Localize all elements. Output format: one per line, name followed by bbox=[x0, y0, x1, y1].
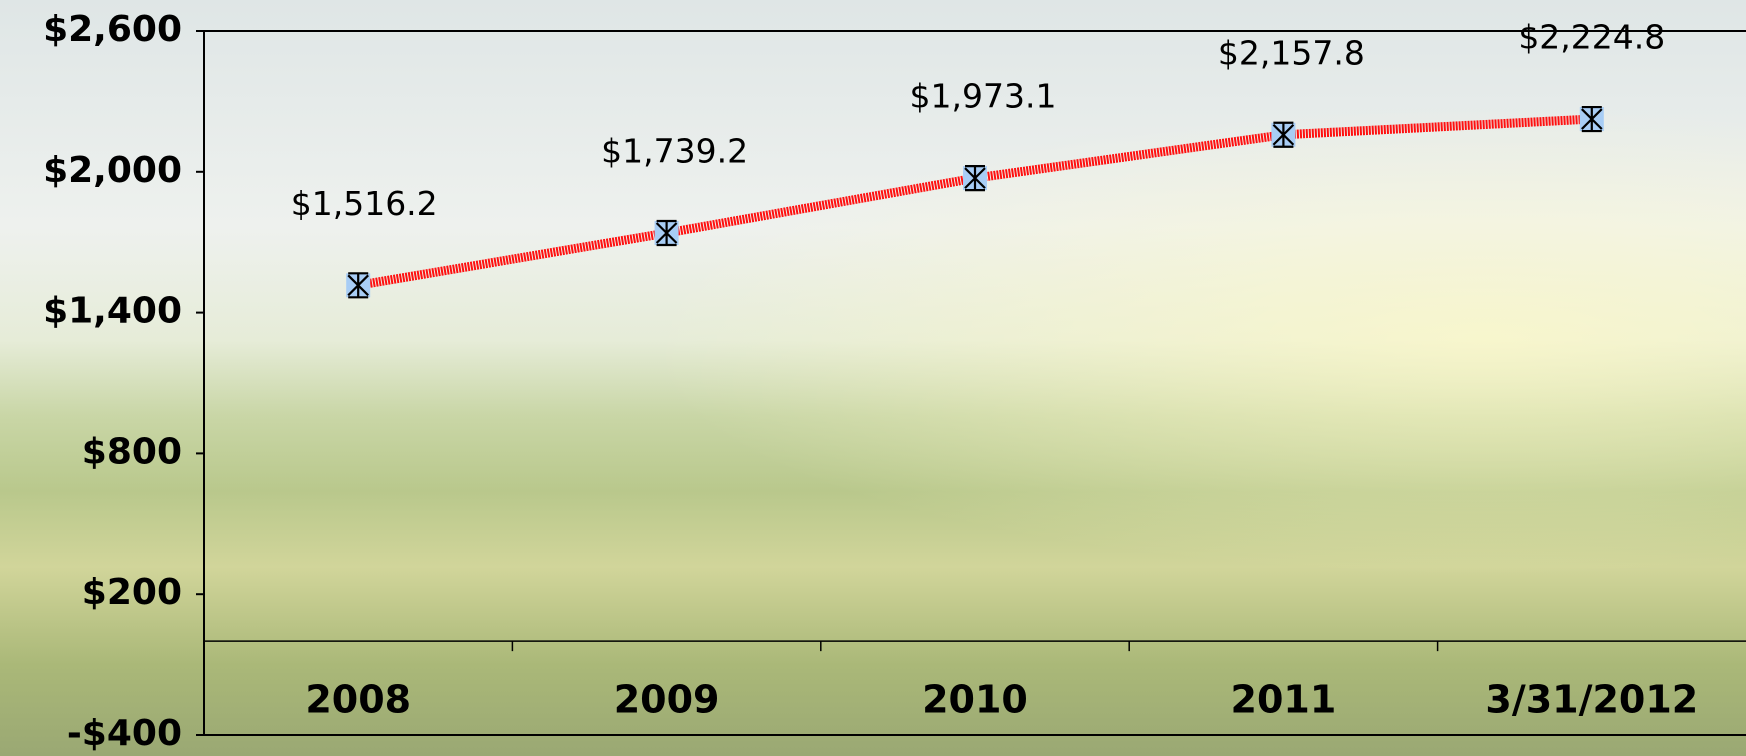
x-tick-label: 2011 bbox=[1231, 678, 1337, 722]
marker bbox=[346, 273, 370, 297]
marker bbox=[963, 166, 987, 190]
marker bbox=[1271, 123, 1295, 147]
x-tick-label: 2009 bbox=[614, 678, 720, 722]
chart: -$400 $200 $800 $1,400 $2,000 $2,600 2008 2009 2… bbox=[0, 0, 1746, 756]
x-tick-label: 2008 bbox=[305, 678, 411, 722]
data-label: $1,739.2 bbox=[601, 132, 748, 171]
x-tick-label: 3/31/2012 bbox=[1485, 678, 1698, 722]
marker bbox=[655, 221, 679, 245]
y-tick-label: $1,400 bbox=[43, 291, 182, 332]
data-label: $2,224.8 bbox=[1518, 18, 1665, 57]
series-line bbox=[358, 119, 1592, 285]
y-tick-label: $200 bbox=[82, 572, 182, 613]
data-label: $1,973.1 bbox=[910, 77, 1057, 116]
y-tick-label: -$400 bbox=[67, 713, 182, 754]
marker bbox=[1580, 107, 1604, 131]
y-tick-label: $2,600 bbox=[43, 9, 182, 50]
y-tick-label: $2,000 bbox=[43, 150, 182, 191]
data-label: $1,516.2 bbox=[291, 184, 438, 223]
data-label: $2,157.8 bbox=[1218, 33, 1365, 72]
y-tick-label: $800 bbox=[82, 431, 182, 472]
x-tick-label: 2010 bbox=[922, 678, 1028, 722]
